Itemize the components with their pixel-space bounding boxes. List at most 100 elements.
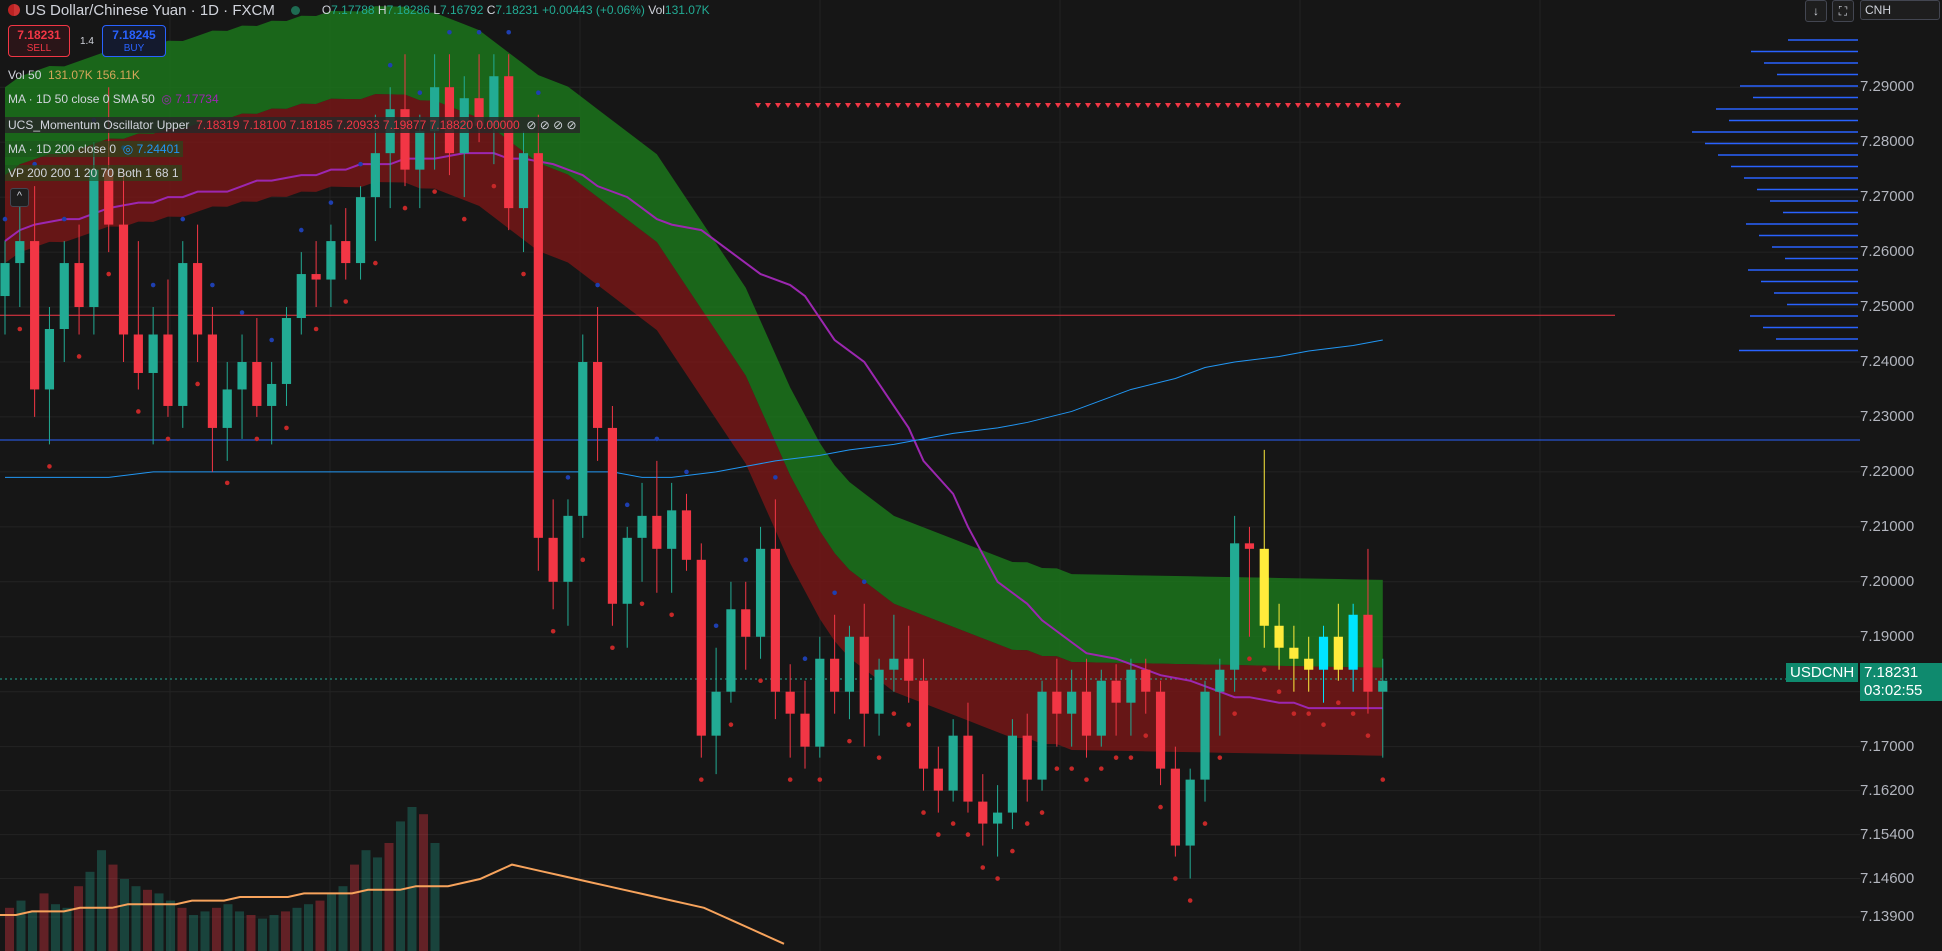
volume-bar	[97, 850, 106, 951]
signal-dot	[654, 436, 660, 442]
signal-dot	[1202, 821, 1208, 826]
signal-dot	[106, 271, 112, 277]
legend-ucs[interactable]: UCS_Momentum Oscillator Upper 7.18319 7.…	[5, 117, 580, 133]
candle-body	[770, 548, 780, 692]
signal-triangle	[1065, 103, 1071, 108]
legend-ma50[interactable]: MA · 1D 50 close 0 SMA 50 ◎ 7.17734	[8, 92, 219, 106]
candle-body	[830, 658, 840, 692]
volume-bar	[177, 907, 187, 951]
low-value: 7.16792	[440, 3, 484, 17]
price-axis-label: 7.26000	[1860, 243, 1915, 261]
signal-dot	[195, 381, 200, 387]
volume-bar	[223, 904, 233, 951]
volume-bar	[281, 911, 290, 951]
candle-body	[948, 735, 958, 791]
buy-button[interactable]: 7.18245 BUY	[102, 25, 166, 57]
candle-body	[1052, 691, 1062, 714]
legend-name: Vol 50	[8, 68, 42, 82]
volume-ma-line	[0, 863, 785, 945]
signal-triangle	[955, 103, 961, 108]
signal-dot	[1143, 733, 1149, 738]
legend-volume[interactable]: Vol 50 131.07K 156.11K	[8, 68, 140, 82]
volume-bar	[315, 900, 325, 951]
signal-dot	[1350, 711, 1356, 716]
signal-dot	[1247, 656, 1252, 662]
signal-dot	[136, 409, 141, 414]
volume-bar	[166, 900, 175, 951]
volume-bar	[28, 911, 37, 951]
signal-triangle	[1245, 103, 1251, 108]
candle-body	[1230, 543, 1240, 670]
signal-triangle	[1155, 103, 1161, 108]
candle-body	[1378, 680, 1388, 692]
collapse-legend-button[interactable]: ^	[10, 188, 29, 207]
settings-icons[interactable]: ⊘ ⊘ ⊘ ⊘	[526, 118, 577, 132]
change-value: +0.00443 (+0.06%)	[542, 3, 645, 17]
legend-name: MA · 1D 50 close 0 SMA 50	[8, 92, 155, 106]
signal-dot	[580, 557, 586, 563]
signal-triangle	[895, 103, 901, 108]
signal-dot	[965, 832, 971, 837]
symbol-tag: USDCNH	[1786, 663, 1859, 682]
download-icon[interactable]: ↓	[1805, 0, 1827, 22]
price-axis-label: 7.28000	[1860, 133, 1915, 151]
volume-bar	[51, 904, 60, 951]
volume-bar	[327, 893, 336, 951]
volume-bar	[292, 907, 302, 951]
signal-dot	[461, 216, 467, 222]
candle-body	[637, 515, 647, 538]
signal-dot	[950, 821, 956, 826]
signal-dot	[150, 282, 156, 288]
signal-triangle	[1395, 103, 1401, 108]
candle-body	[1022, 735, 1032, 780]
signal-triangle	[1265, 103, 1271, 108]
signal-triangle	[985, 103, 991, 108]
signal-triangle	[825, 103, 831, 108]
signal-triangle	[1075, 103, 1081, 108]
signal-triangle	[905, 103, 911, 108]
candle-body	[370, 153, 380, 198]
open-value: 7.17788	[331, 3, 375, 17]
signal-triangle	[835, 103, 841, 108]
legend-vp[interactable]: VP 200 200 1 20 70 Both 1 68 1	[5, 165, 182, 181]
signal-triangle	[765, 103, 771, 108]
signal-dot	[1098, 766, 1104, 771]
sell-button[interactable]: 7.18231 SELL	[8, 25, 70, 57]
signal-dot	[1365, 733, 1371, 738]
ohlc-readout: O7.17788 H7.18286 L7.16792 C7.18231 +0.0…	[322, 3, 710, 17]
signal-triangle	[965, 103, 971, 108]
legend-ma200[interactable]: MA · 1D 200 close 0 ◎ 7.24401	[5, 141, 183, 157]
ma50-line	[4, 152, 1383, 710]
signal-dot	[417, 90, 423, 96]
signal-dot	[180, 216, 186, 222]
signal-triangle	[1295, 103, 1301, 108]
fullscreen-icon[interactable]: ⛶	[1832, 0, 1854, 22]
candle-body	[1155, 691, 1166, 769]
candle-body	[0, 263, 10, 297]
candle-body	[30, 241, 40, 390]
currency-select[interactable]: CNH	[1860, 0, 1940, 20]
signal-dot	[313, 326, 319, 332]
signal-dot	[1039, 810, 1045, 815]
candle-body	[118, 224, 129, 335]
volume-bar	[85, 871, 95, 951]
sell-price: 7.18231	[17, 28, 61, 42]
signal-triangle	[1095, 103, 1101, 108]
signal-dot	[565, 475, 571, 480]
buy-label: BUY	[123, 43, 145, 54]
signal-dot	[1291, 711, 1297, 716]
candle-body	[741, 609, 751, 637]
candle-body	[978, 801, 988, 824]
sell-label: SELL	[26, 43, 52, 54]
signal-triangle	[1305, 103, 1311, 108]
candle-body	[1007, 735, 1017, 813]
signal-dot	[906, 722, 912, 727]
legend-values: 7.17734	[175, 92, 219, 106]
symbol-title[interactable]: US Dollar/Chinese Yuan · 1D · FXCM	[25, 1, 275, 19]
signal-dot	[891, 711, 897, 716]
candle-body	[400, 109, 410, 170]
price-axis-label: 7.29000	[1860, 78, 1915, 96]
candle-body	[59, 263, 69, 330]
signal-triangle	[1235, 103, 1241, 108]
